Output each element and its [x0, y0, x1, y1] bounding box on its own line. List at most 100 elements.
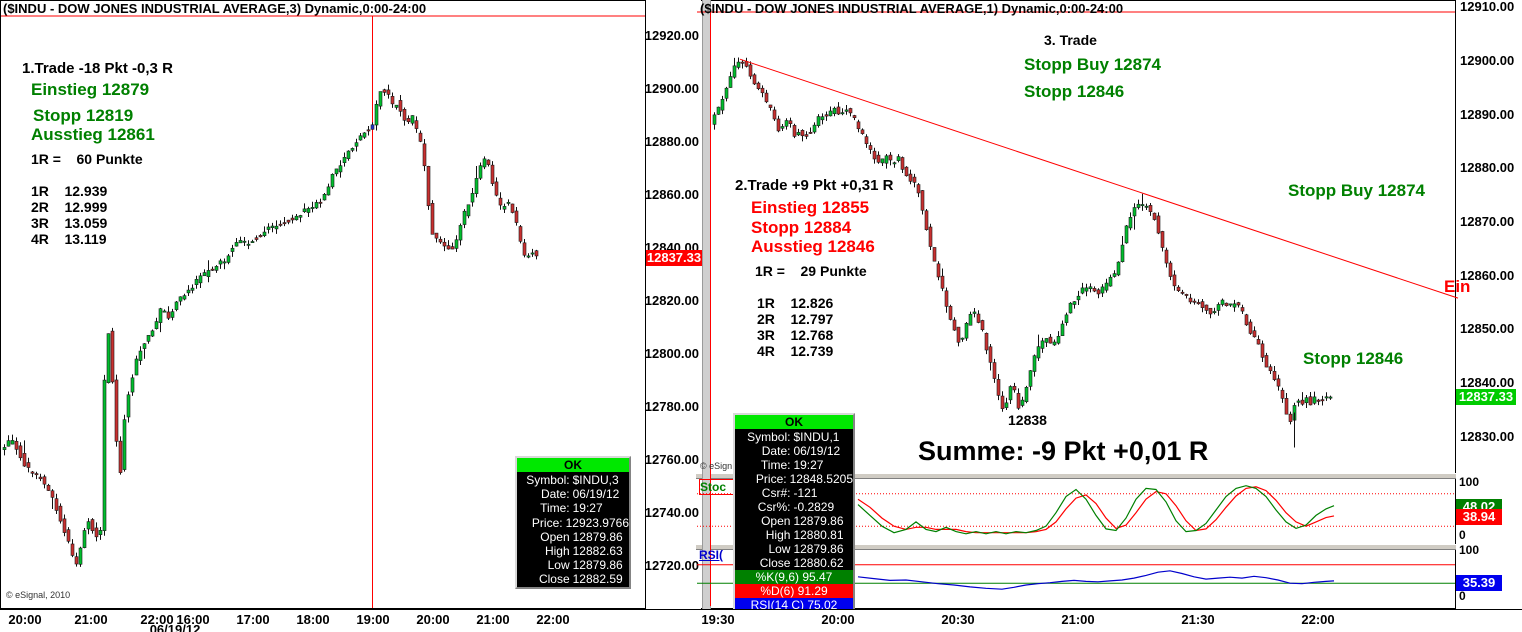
y-axis-tick-right: 12870.00 [1460, 213, 1515, 229]
y-axis-tick-left: 12720.00 [644, 558, 699, 573]
data-window-right-header[interactable]: OK [735, 415, 853, 430]
y-axis-tick-left: 12860.00 [644, 187, 699, 202]
stochastic-d-value-tag: 38.94 [1456, 509, 1502, 525]
rsi-pane-label: RSI( [699, 548, 723, 562]
x-axis-tick: 21:00 [476, 612, 510, 627]
data-window-left-header[interactable]: OK [517, 458, 629, 473]
annotation-text: Ausstieg 12846 [751, 237, 875, 256]
x-axis: 20:00 21:00 22:00 16:00 17:00 18:00 19:00 20:00… [0, 609, 1522, 632]
data-window-row-value: 06/19/12 [572, 487, 620, 502]
data-window-left[interactable]: OK Symbol: $INDU,3 Date: 06/19/12 Time: 19:27… [515, 456, 631, 589]
y-axis-tick-left: 12740.00 [644, 505, 699, 520]
y-axis-right-chart: 12910.00 12900.00 12890.00 12880.00 12870.00… [1456, 0, 1522, 632]
stochastic-pane-label: Stoc [699, 479, 734, 495]
data-window-row: Time: 19:27 [735, 458, 853, 472]
x-axis-tick: 20:00 [821, 612, 855, 627]
copyright-right: © eSignal, [700, 461, 732, 471]
annotation-text: Stopp Buy 12874 [1024, 55, 1161, 74]
data-window-row-label: High [765, 528, 791, 542]
annotation-text: Einstieg 12855 [751, 198, 870, 217]
x-axis-tick: 16:00 [176, 612, 210, 627]
data-window-row-label: Time: [760, 458, 791, 472]
chart-title-right: ($INDU - DOW JONES INDUSTRIAL AVERAGE,1)… [700, 1, 1124, 16]
data-window-right[interactable]: OK Symbol: $INDU,1 Date: 06/19/12 Time: 19:27… [733, 413, 855, 614]
data-window-row-value: 12882.59 [572, 572, 623, 587]
annotation-text: 1R 12.939 [31, 183, 108, 199]
x-axis-tick: 19:30 [701, 612, 735, 627]
x-axis-tick: 18:00 [296, 612, 330, 627]
data-window-row: High 12880.81 [735, 528, 853, 542]
data-window-row-value: $INDU,1 [793, 430, 840, 444]
data-window-row-value: 12879.86 [793, 542, 844, 556]
chart-title-left: ($INDU - DOW JONES INDUSTRIAL AVERAGE,3)… [3, 1, 427, 16]
annotation-text: 12838 [1008, 412, 1047, 428]
last-price-tag-right: 12837.33 [1456, 389, 1516, 405]
annotation-text: 4R 12.739 [757, 343, 834, 359]
data-window-right-rows: Symbol: $INDU,1 Date: 06/19/12 Time: 19:27 Pri… [735, 430, 853, 612]
y-axis-tick-right: 12900.00 [1460, 52, 1515, 68]
data-window-row-label: Date: [761, 444, 791, 458]
y-axis-tick-left: 12900.00 [644, 81, 699, 96]
data-window-row-label: Symbol: [526, 473, 570, 487]
data-window-row-value: $INDU,3 [572, 473, 619, 487]
x-axis-tick: 20:00 [8, 612, 42, 627]
pane-separator-stochastic[interactable] [696, 473, 1456, 479]
annotation-text: Stopp 12819 [33, 106, 134, 125]
rsi-scale-bottom: 0 [1459, 589, 1466, 603]
x-axis-tick: 20:00 [416, 612, 450, 627]
x-axis-tick: 22:00 [1301, 612, 1335, 627]
data-window-row: Symbol: $INDU,1 [735, 430, 853, 444]
rsi-scale-top: 100 [1459, 543, 1480, 557]
data-window-row-label: Open [540, 529, 570, 544]
annotation-text: 2R 12.797 [757, 311, 834, 327]
y-axis-tick-left: 12760.00 [644, 452, 699, 467]
data-window-row-label: High [544, 543, 570, 558]
x-axis-tick: 22:00 [536, 612, 570, 627]
y-axis-left-chart: 12920.00 12900.00 12880.00 12860.00 12840.00… [644, 0, 701, 609]
data-window-row: Time: 19:27 [517, 501, 629, 515]
annotation-text: 1R = 60 Punkte [31, 151, 143, 167]
annotation-text: Einstieg 12879 [31, 80, 150, 99]
pane-separator-rsi[interactable] [696, 544, 1456, 550]
y-axis-tick-right: 12890.00 [1460, 106, 1515, 122]
data-window-row-value: 12879.86 [572, 558, 623, 573]
data-window-indicator-row: %K(9,6) 95.47 [735, 570, 853, 584]
y-axis-tick-left: 12780.00 [644, 399, 699, 414]
annotation-text: 2R 12.999 [31, 199, 108, 215]
data-window-row-label: Close [538, 572, 570, 587]
annotation-text: 1.Trade -18 Pkt -0,3 R [22, 60, 173, 77]
panel-splitter[interactable] [702, 0, 711, 632]
data-window-row-value: 12882.63 [572, 543, 623, 558]
stochastic-scale-bottom: 0 [1459, 528, 1466, 542]
rsi-value-tag: 35.39 [1456, 575, 1502, 591]
data-window-row-label: Symbol: [747, 430, 791, 444]
data-window-row-label: Csr%: [757, 500, 791, 514]
data-window-row: Close 12882.59 [517, 572, 629, 586]
data-window-row-value: 12880.81 [793, 528, 844, 542]
y-axis-tick-left: 12920.00 [644, 28, 699, 43]
data-window-row-value: 06/19/12 [793, 444, 841, 458]
annotation-text: 3R 12.768 [757, 327, 834, 343]
copyright-left: © eSignal, 2010 [6, 590, 71, 600]
data-window-indicator-row: %D(6) 91.29 [735, 584, 853, 598]
x-axis-tick: 20:30 [941, 612, 975, 627]
y-axis-tick-left: 12880.00 [644, 134, 699, 149]
data-window-row: Csr%: -0.2829 [735, 500, 853, 514]
data-window-row: Open 12879.86 [735, 514, 853, 528]
data-window-row-label: Low [768, 542, 791, 556]
data-window-row-label: Price: [755, 472, 787, 486]
data-window-row: Low 12879.86 [517, 558, 629, 572]
data-window-indicator-row: RSI(14 C) 75.02 [735, 598, 853, 612]
annotation-text: Stopp 12846 [1303, 349, 1404, 368]
data-window-row-value: -121 [793, 486, 818, 500]
annotation-text: Ausstieg 12861 [31, 125, 155, 144]
y-axis-tick-right: 12850.00 [1460, 321, 1515, 337]
data-window-row: Price: 12848.5205 [735, 472, 853, 486]
data-window-row-label: Close [759, 556, 791, 570]
data-window-row: High 12882.63 [517, 544, 629, 558]
data-window-row-value: 12879.86 [572, 529, 623, 544]
y-axis-tick-left: 12800.00 [644, 346, 699, 361]
data-window-row-label: Low [547, 558, 570, 573]
annotation-text: 3R 13.059 [31, 215, 108, 231]
